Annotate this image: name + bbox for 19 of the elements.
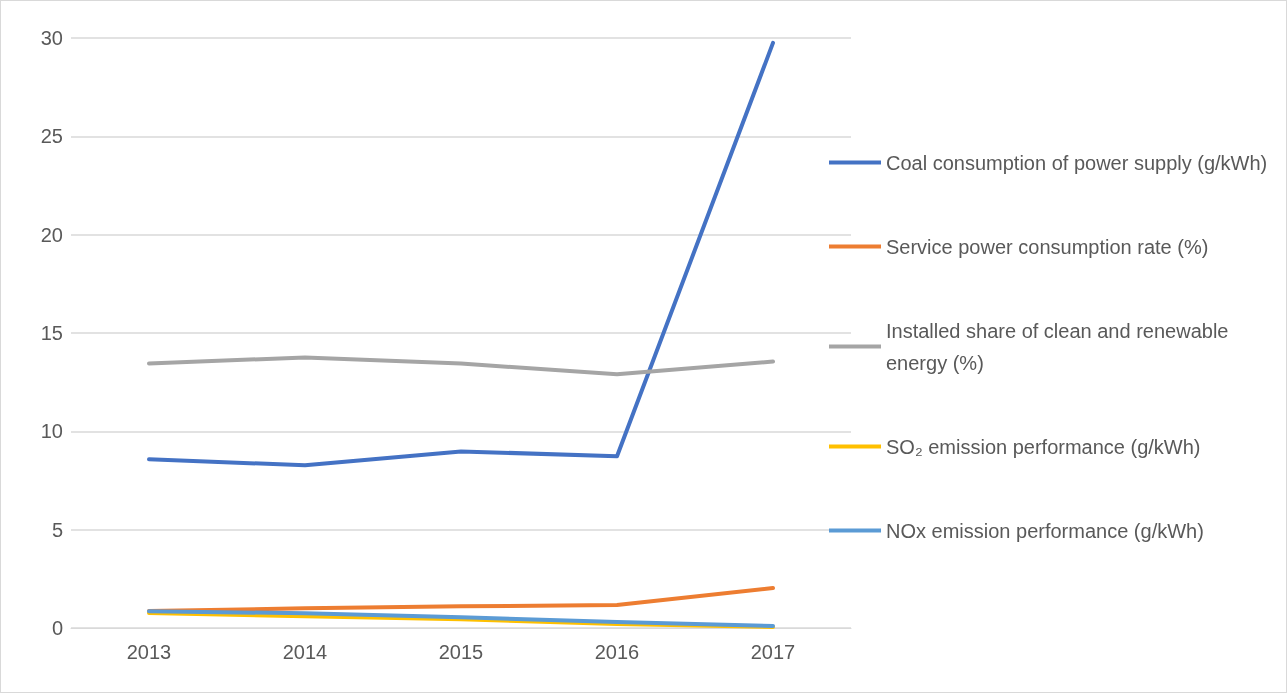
- y-tick-label: 20: [40, 223, 63, 246]
- x-tick-label: 2015: [438, 641, 484, 663]
- y-tick-label: 5: [51, 518, 63, 541]
- x-tick-label: 2016: [594, 641, 640, 663]
- x-tick-label: 2017: [750, 641, 796, 663]
- legend-label: Installed share of clean and renewable energy (%): [886, 319, 1235, 374]
- legend-label: NOx emission performance (g/kWh): [886, 519, 1204, 542]
- y-tick-label: 25: [40, 125, 63, 148]
- y-tick-label: 30: [40, 27, 63, 49]
- y-tick-label: 0: [51, 617, 63, 639]
- y-tick-label: 15: [40, 322, 63, 344]
- legend-label: SO₂ emission performance (g/kWh): [886, 435, 1201, 458]
- legend-label: Coal consumption of power supply (g/kWh): [886, 151, 1268, 174]
- line-series: [147, 355, 775, 377]
- x-tick-label: 2014: [282, 641, 328, 663]
- x-tick-label: 2013: [126, 641, 172, 663]
- legend-label: Service power consumption rate (%): [886, 235, 1209, 258]
- y-tick-label: 10: [40, 420, 63, 443]
- line-series: [147, 40, 775, 468]
